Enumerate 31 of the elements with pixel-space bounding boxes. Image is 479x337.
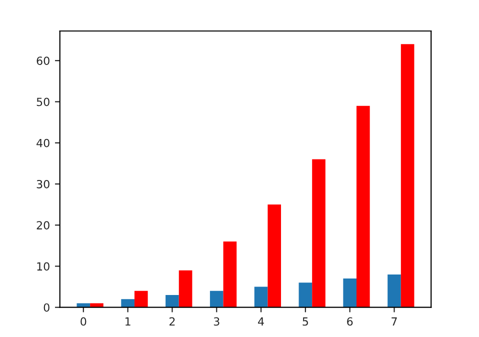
bar bbox=[76, 303, 90, 308]
x-tick-label: 0 bbox=[80, 317, 86, 326]
bar bbox=[343, 278, 356, 308]
x-tick-label: 2 bbox=[170, 317, 175, 326]
y-tick-label: 30 bbox=[36, 180, 50, 188]
bar bbox=[356, 106, 370, 308]
y-tick-label: 60 bbox=[36, 56, 50, 65]
bar bbox=[400, 44, 414, 308]
bar bbox=[210, 290, 224, 308]
y-tick-label: 20 bbox=[36, 221, 50, 230]
bar bbox=[223, 242, 237, 308]
bar bbox=[312, 159, 326, 308]
x-tick-label: 4 bbox=[258, 317, 264, 326]
bar bbox=[178, 270, 192, 308]
bar bbox=[90, 303, 104, 308]
x-tick-label: 1 bbox=[126, 317, 130, 326]
x-tick-label: 7 bbox=[392, 317, 397, 326]
bar bbox=[254, 286, 268, 308]
y-tick-label: 10 bbox=[37, 262, 50, 271]
x-tick-label: 3 bbox=[214, 317, 220, 326]
y-tick-label: 0 bbox=[44, 303, 50, 312]
bar bbox=[298, 282, 312, 308]
y-tick-label: 40 bbox=[36, 138, 50, 148]
x-tick-label: 5 bbox=[302, 317, 308, 326]
bar bbox=[134, 290, 148, 308]
bar bbox=[268, 204, 282, 308]
x-tick-label: 6 bbox=[347, 317, 353, 326]
bar bbox=[121, 299, 134, 308]
bar bbox=[166, 295, 179, 308]
bar bbox=[388, 274, 401, 308]
y-tick-label: 50 bbox=[36, 98, 50, 106]
